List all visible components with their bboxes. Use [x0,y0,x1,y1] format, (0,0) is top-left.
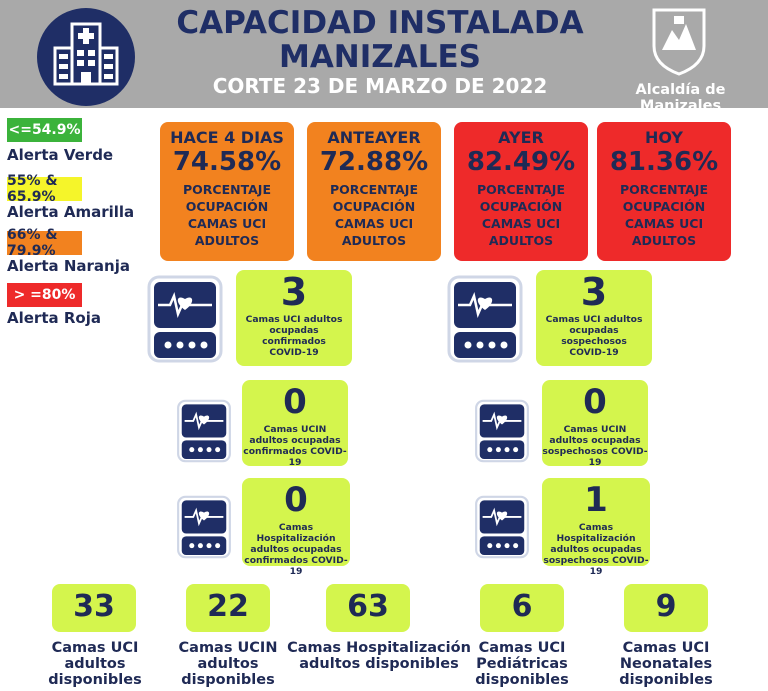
occupancy-desc: PORCENTAJE OCUPACIÓN CAMAS UCI ADULTOS [619,182,708,248]
available-count: 63 [347,589,389,624]
available-count: 33 [73,589,115,624]
occupancy-value: 72.88% [319,147,429,177]
ucin-sospechosos-card: 0 Camas UCIN adultos ocupadas sospechosos … [542,380,648,468]
bed-count: 1 [584,480,608,520]
legend-swatch-green: <=54.9% [7,118,82,142]
occupancy-desc: PORCENTAJE OCUPACIÓN CAMAS UCI ADULTOS [476,182,565,248]
bed-count: 3 [280,270,308,314]
bed-count: 0 [583,382,607,422]
available-count: 6 [511,589,533,624]
bed-count: 0 [284,480,308,520]
page-title-line1: CAPACIDAD INSTALADA [176,5,584,41]
occupancy-label: HOY [644,128,683,147]
heart-monitor-icon [146,274,224,364]
occupancy-label: ANTEAYER [327,128,421,147]
bed-desc: Camas Hospitalización adultos ocupadas con… [244,522,348,577]
available-hosp-label: Camas Hospitalización adultos disponibles [287,640,471,672]
heart-monitor-icon [176,398,232,464]
occupancy-desc: PORCENTAJE OCUPACIÓN CAMAS UCI ADULTOS [182,182,271,248]
available-uci-neo-box: 9 [624,584,708,632]
legend-swatch-yellow: 55% & 65.9% [7,173,82,205]
bed-desc: Camas UCI adultos ocupadas sospechosos COV… [545,314,643,358]
hospital-icon [37,8,135,106]
legend-swatch-red: > =80% [7,283,82,307]
bed-count: 3 [580,270,608,314]
ucin-confirmados-card: 0 Camas UCIN adultos ocupadas confirmados … [242,380,348,468]
hosp-sospechosos-card: 1 Camas Hospitalización adultos ocupadas s… [542,478,650,577]
heart-monitor-icon [474,494,530,560]
occupancy-desc: PORCENTAJE OCUPACIÓN CAMAS UCI ADULTOS [329,182,418,248]
legend-label-green: Alerta Verde [7,146,114,164]
cutoff-date: CORTE 23 DE MARZO DE 2022 [212,74,548,98]
legend-swatch-orange: 66% & 79.9% [7,227,82,259]
occupancy-value: 82.49% [466,147,576,177]
available-count: 22 [207,589,249,624]
bed-desc: Camas UCI adultos ocupadas confirmados COV… [245,314,343,358]
legend-label-red: Alerta Roja [7,309,101,327]
bed-count: 0 [283,382,307,422]
available-uci-ped-label: Camas UCI Pediátricas disponibles [475,640,569,688]
occupancy-value: 81.36% [609,147,719,177]
available-ucin-label: Camas UCIN adultos disponibles [178,640,278,688]
bed-desc: Camas Hospitalización adultos ocupadas sos… [543,522,649,577]
legend-label-orange: Alerta Naranja [7,257,130,275]
bed-desc: Camas UCIN adultos ocupadas sospechosos CO… [542,424,648,468]
occupancy-card-today: HOY 81.36% PORCENTAJE OCUPACIÓN CAMAS UCI A… [597,122,731,261]
heart-monitor-icon [446,274,524,364]
available-hosp-box: 63 [326,584,410,632]
uci-confirmados-card: 3 Camas UCI adultos ocupadas confirmados C… [236,270,352,366]
uci-sospechosos-card: 3 Camas UCI adultos ocupadas sospechosos C… [536,270,652,366]
bed-desc: Camas UCIN adultos ocupadas confirmados CO… [243,424,347,468]
occupancy-value: 74.58% [172,147,282,177]
occupancy-label: HACE 4 DIAS [170,128,284,147]
available-uci-label: Camas UCI adultos disponibles [48,640,142,688]
legend-label-yellow: Alerta Amarilla [7,203,135,221]
occupancy-card-4-days-ago: HACE 4 DIAS 74.58% PORCENTAJE OCUPACIÓN CA… [160,122,294,261]
heart-monitor-icon [176,494,232,560]
heart-monitor-icon [474,398,530,464]
available-ucin-box: 22 [186,584,270,632]
occupancy-card-yesterday: AYER 82.49% PORCENTAJE OCUPACIÓN CAMAS UCI… [454,122,588,261]
page-title-line2: MANIZALES [278,39,482,75]
hosp-confirmados-card: 0 Camas Hospitalización adultos ocupadas c… [242,478,350,577]
occupancy-label: AYER [498,128,544,147]
crest-label: Alcaldía de Manizales [635,82,726,114]
available-count: 9 [655,589,677,624]
available-uci-box: 33 [52,584,136,632]
occupancy-card-day-before-yesterday: ANTEAYER 72.88% PORCENTAJE OCUPACIÓN CAMAS… [307,122,441,261]
city-crest-icon [650,6,708,76]
available-uci-ped-box: 6 [480,584,564,632]
available-uci-neo-label: Camas UCI Neonatales disponibles [619,640,713,688]
